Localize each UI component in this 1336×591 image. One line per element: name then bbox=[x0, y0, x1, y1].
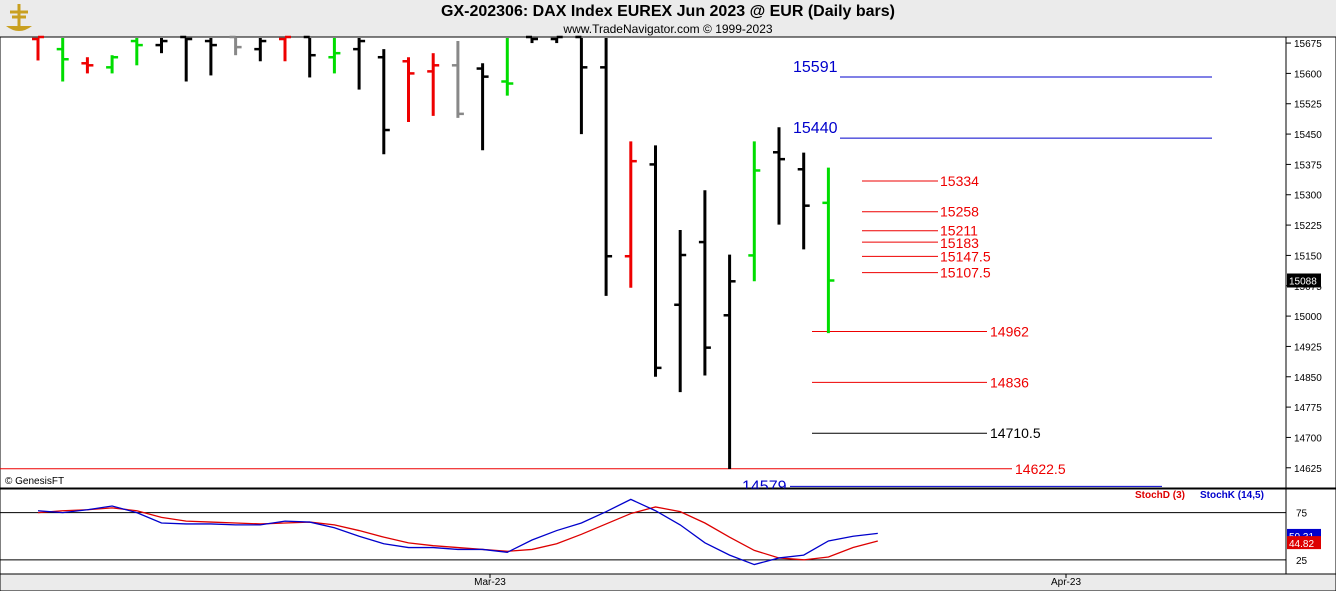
ohlc-bar bbox=[575, 35, 588, 135]
ohlc-bar bbox=[649, 145, 662, 377]
stochk-line bbox=[37, 498, 878, 566]
price-tick-label: 15000 bbox=[1294, 312, 1322, 323]
price-tick-label: 15225 bbox=[1294, 221, 1322, 232]
level-label: 14622.5 bbox=[1015, 461, 1066, 477]
price-tick-label: 14700 bbox=[1294, 433, 1322, 444]
price-tick-label: 15600 bbox=[1294, 69, 1322, 80]
ohlc-bar bbox=[476, 63, 489, 151]
ohlc-bar bbox=[328, 38, 341, 74]
ohlc-bar bbox=[229, 35, 242, 56]
ohlc-bar bbox=[797, 152, 810, 250]
stoch-tick-label: 25 bbox=[1296, 556, 1308, 567]
ohlc-bar bbox=[106, 55, 119, 74]
chart-subtitle: www.TradeNavigator.com © 1999-2023 bbox=[563, 22, 773, 36]
price-panel-frame bbox=[0, 36, 1287, 489]
ohlc-bar bbox=[279, 35, 291, 62]
price-tick-label: 15375 bbox=[1294, 160, 1322, 171]
price-tick-label: 15525 bbox=[1294, 100, 1322, 111]
ship-logo-icon bbox=[6, 4, 32, 31]
stochastic-panel-frame bbox=[0, 488, 1287, 575]
date-tick-label: Mar-23 bbox=[474, 577, 506, 588]
date-tick-label: Apr-23 bbox=[1051, 577, 1081, 588]
stochd-value-box bbox=[1287, 536, 1321, 550]
ohlc-bar bbox=[303, 35, 316, 78]
price-axis: 15675 15600 15525 15450 15375 15300 15225 15150… bbox=[1285, 36, 1336, 489]
ohlc-bar bbox=[254, 38, 267, 62]
ohlc-bar bbox=[377, 49, 390, 155]
ohlc-bar bbox=[402, 57, 415, 122]
ohlc-bar bbox=[155, 38, 168, 54]
legend-stochd: StochD (3) bbox=[1135, 490, 1185, 501]
level-label: 14710.5 bbox=[990, 425, 1041, 441]
stochd-line bbox=[37, 506, 878, 561]
level-label: 14836 bbox=[990, 374, 1029, 390]
price-panel: 15591 15440 15334 15258 152111518315147.5151… bbox=[0, 35, 1287, 495]
ohlc-bar bbox=[674, 229, 687, 393]
ohlc-bar bbox=[56, 38, 69, 82]
price-tick-label: 14850 bbox=[1294, 373, 1322, 384]
price-tick-label: 15150 bbox=[1294, 251, 1322, 262]
price-tick-label: 14775 bbox=[1294, 403, 1322, 414]
stochastic-axis: 752550.3144.82 bbox=[1285, 488, 1336, 575]
stochd-value-label: 44.82 bbox=[1289, 539, 1314, 550]
ohlc-bar bbox=[773, 127, 785, 225]
ohlc-bar bbox=[180, 35, 193, 82]
ohlc-bar bbox=[81, 57, 94, 74]
legend-stochk: StochK (14,5) bbox=[1200, 490, 1264, 501]
level-label: 15147.5 bbox=[940, 248, 991, 264]
ohlc-bar bbox=[748, 141, 761, 282]
price-tick-label: 15450 bbox=[1294, 130, 1322, 141]
ohlc-bar bbox=[624, 141, 637, 288]
ohlc-bar bbox=[526, 35, 538, 44]
price-tick-label: 15675 bbox=[1294, 39, 1322, 50]
level-label: 15107.5 bbox=[940, 265, 991, 281]
level-label: 15591 bbox=[793, 59, 838, 76]
ohlc-bar bbox=[723, 254, 736, 469]
ohlc-bar bbox=[32, 35, 44, 61]
ohlc-bar bbox=[427, 53, 440, 116]
ohlc-bar bbox=[698, 190, 711, 376]
price-tick-label: 14625 bbox=[1294, 464, 1322, 475]
level-label: 15440 bbox=[793, 120, 838, 137]
ohlc-bar bbox=[130, 38, 143, 66]
last-price-box bbox=[1287, 273, 1321, 288]
ohlc-bar bbox=[501, 38, 514, 96]
level-label: 15211 bbox=[940, 223, 978, 239]
level-label: 15183 bbox=[940, 235, 979, 251]
last-price-label: 15088 bbox=[1289, 276, 1317, 287]
price-tick-label: 14925 bbox=[1294, 342, 1322, 353]
ohlc-bar bbox=[353, 38, 366, 90]
price-tick-label: 15300 bbox=[1294, 191, 1322, 202]
chart-title: GX-202306: DAX Index EUREX Jun 2023 @ EU… bbox=[441, 3, 895, 20]
stoch-tick-label: 75 bbox=[1296, 509, 1308, 520]
ohlc-bar bbox=[600, 38, 613, 296]
date-axis: Mar-23 Apr-23 bbox=[0, 573, 1336, 591]
ohlc-bar bbox=[204, 38, 217, 76]
level-label: 15258 bbox=[940, 204, 979, 220]
level-label: 15334 bbox=[940, 173, 979, 189]
stochastic-panel: StochD (3) StochK (14,5) bbox=[0, 488, 1287, 575]
chart-header bbox=[0, 0, 1336, 37]
level-label: 14962 bbox=[990, 323, 1029, 339]
ohlc-bar bbox=[451, 41, 464, 118]
ohlc-bar bbox=[822, 167, 835, 334]
copyright-label: © GenesisFT bbox=[5, 476, 64, 487]
ohlc-bar bbox=[550, 35, 563, 44]
